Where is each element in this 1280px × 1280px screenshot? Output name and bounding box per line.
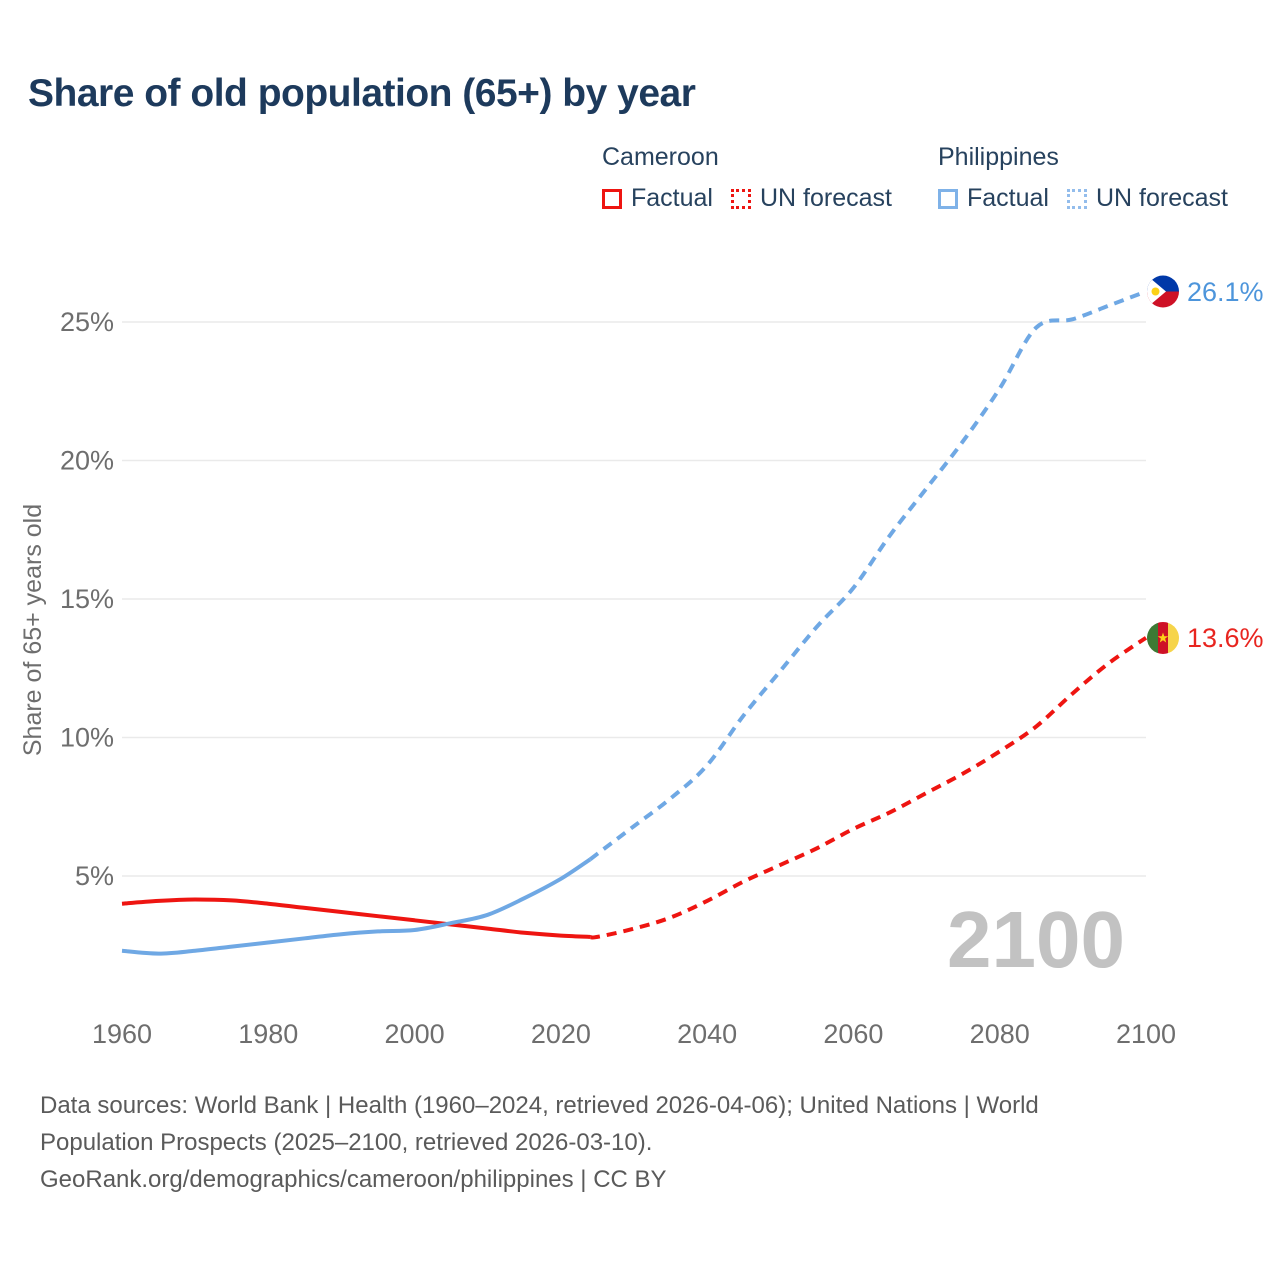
x-tick-1980: 1980 (238, 1019, 298, 1049)
legend-row-philippines: Factual UN forecast (938, 184, 1228, 213)
page-title: Share of old population (65+) by year (28, 72, 696, 115)
legend-item-cameroon-forecast[interactable]: UN forecast (730, 184, 892, 213)
footer-data-sources-line1: Data sources: World Bank | Health (1960–… (40, 1092, 1039, 1119)
y-tick-10: 10% (60, 723, 114, 753)
x-tick-2020: 2020 (531, 1019, 591, 1049)
series-lines (121, 289, 1148, 956)
watermark-year: 2100 (947, 895, 1125, 984)
legend-label: UN forecast (759, 184, 892, 212)
y-tick-20: 20% (60, 446, 114, 476)
y-tick-25: 25% (60, 307, 114, 337)
philippines-flag-icon (1147, 275, 1179, 308)
philippines-factual-swatch-icon (938, 188, 958, 209)
footer-data-sources-line2: Population Prospects (2025–2100, retriev… (40, 1129, 653, 1156)
footer: Data sources: World Bank | Health (1960–… (40, 1087, 1039, 1198)
legend-row-cameroon: Factual UN forecast (602, 184, 892, 213)
x-tick-2040: 2040 (677, 1019, 737, 1049)
x-tick-2060: 2060 (823, 1019, 883, 1049)
legend-label: Factual (967, 184, 1049, 212)
legend-item-philippines-factual[interactable]: Factual (938, 184, 1049, 213)
cameroon-factual-swatch-icon (602, 188, 622, 209)
cameroon-flag-icon (1147, 622, 1179, 654)
cameroon-forecast-line (589, 636, 1148, 940)
footer-attribution: GeoRank.org/demographics/cameroon/philip… (40, 1166, 667, 1193)
y-axis-ticks: 5% 10% 15% 20% 25% (60, 307, 114, 891)
y-tick-5: 5% (75, 861, 114, 891)
legend-header-philippines: Philippines (938, 143, 1059, 171)
legend-item-cameroon-factual[interactable]: Factual (602, 184, 713, 213)
legend-label: Factual (631, 184, 713, 212)
philippines-end-value-label: 26.1% (1187, 277, 1264, 307)
x-tick-2100: 2100 (1116, 1019, 1176, 1049)
cameroon-factual-line (121, 897, 591, 939)
legend-label: UN forecast (1095, 184, 1228, 212)
philippines-forecast-line (588, 289, 1147, 861)
legend-group-cameroon: Cameroon Factual UN forecast (602, 143, 892, 213)
legend-item-philippines-forecast[interactable]: UN forecast (1066, 184, 1228, 213)
y-tick-15: 15% (60, 584, 114, 614)
x-tick-2080: 2080 (970, 1019, 1030, 1049)
x-tick-2000: 2000 (385, 1019, 445, 1049)
legend-group-philippines: Philippines Factual UN forecast (938, 143, 1228, 213)
x-tick-1960: 1960 (92, 1019, 152, 1049)
x-axis-ticks: 1960 1980 2000 2020 2040 2060 2080 2100 (92, 1019, 1176, 1049)
philippines-forecast-swatch-icon (1066, 188, 1087, 209)
cameroon-forecast-swatch-icon (730, 188, 751, 209)
legend-header-cameroon: Cameroon (602, 143, 719, 171)
gridlines (122, 321, 1146, 877)
y-axis-title: Share of 65+ years old (19, 504, 47, 756)
cameroon-end-value-label: 13.6% (1187, 623, 1264, 653)
philippines-factual-line (121, 857, 592, 956)
